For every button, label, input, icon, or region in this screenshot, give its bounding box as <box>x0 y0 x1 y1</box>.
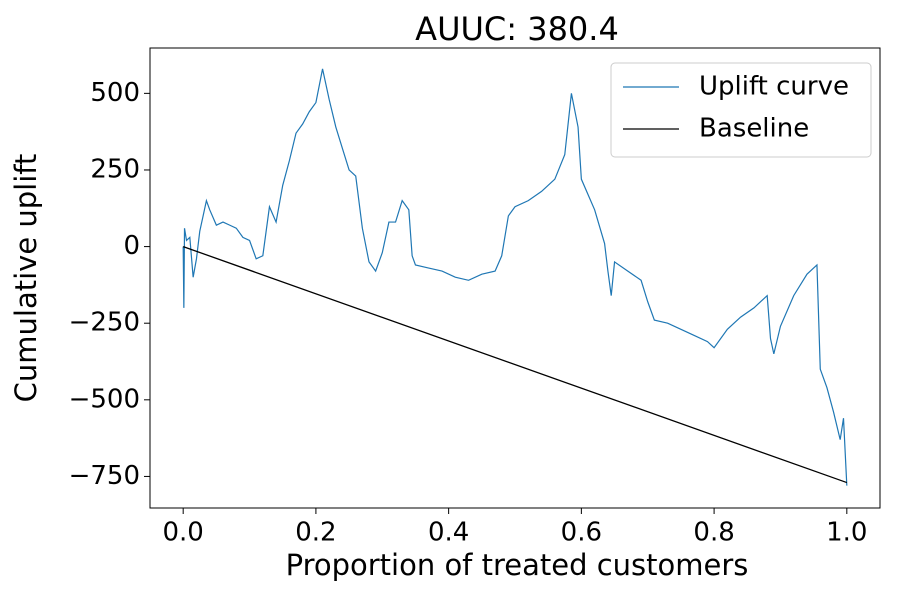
plot-frame <box>149 47 881 509</box>
line-series <box>182 245 848 484</box>
y-tick-label: 500 <box>90 78 140 108</box>
line-series <box>182 68 848 486</box>
legend-label: Baseline <box>699 114 809 144</box>
x-tick-label: 0.8 <box>693 518 734 548</box>
y-tick-label: 0 <box>123 231 140 261</box>
y-tick-label: −750 <box>69 461 140 491</box>
x-tick-label: 1.0 <box>826 518 867 548</box>
legend-label: Uplift curve <box>699 72 849 102</box>
x-tick-label: 0.4 <box>428 518 469 548</box>
y-axis-label: Cumulative uplift <box>9 154 43 403</box>
x-tick-label: 0.6 <box>561 518 602 548</box>
x-axis-label: Proportion of treated customers <box>286 548 749 582</box>
y-tick-label: −500 <box>69 384 140 414</box>
x-tick-label: 0.2 <box>295 518 336 548</box>
y-tick-label: −250 <box>69 308 140 338</box>
x-tick-label: 0.0 <box>163 518 204 548</box>
y-tick-label: 250 <box>90 154 140 184</box>
chart-title: AUUC: 380.4 <box>415 10 619 48</box>
